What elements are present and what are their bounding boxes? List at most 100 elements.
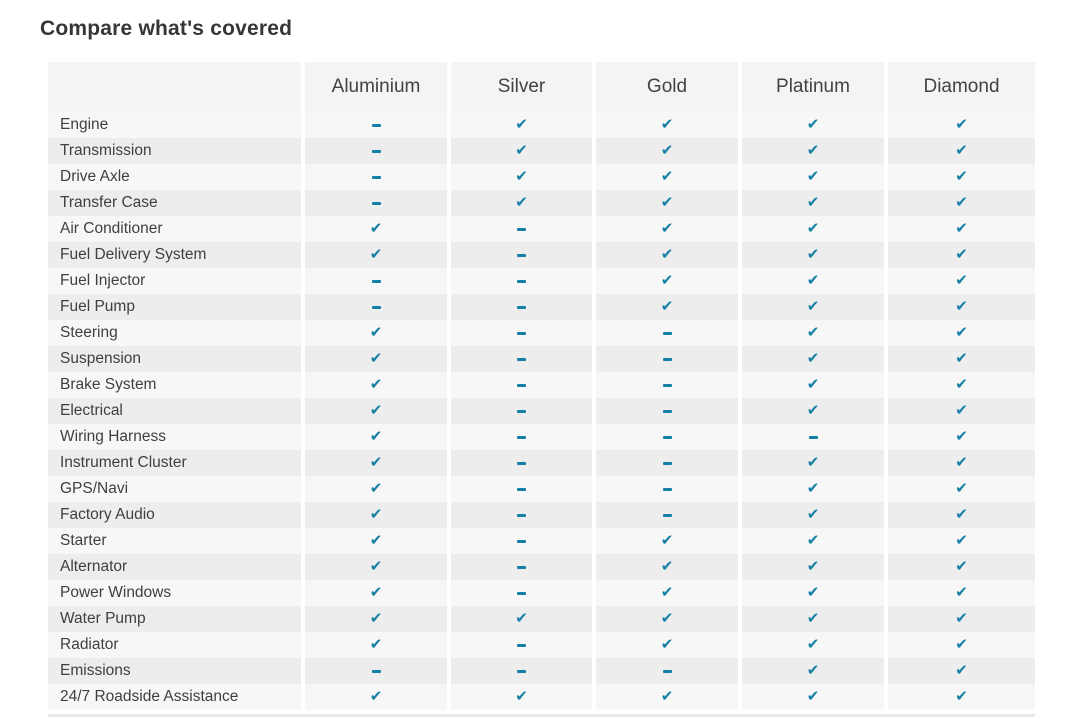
table-row: 24/7 Roadside Assistance ✔ ✔ ✔ ✔ ✔ [48,684,1035,710]
table-row: Suspension ✔ ✔ ✔ [48,346,1035,372]
row-label: Power Windows [48,580,301,606]
check-icon: ✔ [369,244,383,263]
coverage-cell: ✔ [888,190,1035,216]
table-row: Radiator ✔ ✔ ✔ ✔ [48,632,1035,658]
row-label: Fuel Injector [48,268,301,294]
table-bottom-scrollbar [48,714,1035,717]
check-icon: ✔ [955,374,968,393]
check-icon: ✔ [955,348,968,367]
coverage-cell: ✔ [451,190,592,216]
check-icon: ✔ [660,556,674,575]
check-icon: ✔ [369,348,383,367]
row-label: GPS/Navi [48,476,301,502]
check-icon: ✔ [660,608,674,627]
check-icon: ✔ [955,218,968,237]
check-icon: ✔ [515,114,528,133]
coverage-cell: ✔ [451,164,592,190]
check-icon: ✔ [955,582,968,601]
check-icon: ✔ [955,504,968,523]
check-icon: ✔ [660,296,674,315]
check-icon: ✔ [369,686,383,705]
coverage-cell: ✔ [888,632,1035,658]
coverage-cell: ✔ [596,294,738,320]
dash-icon [517,591,526,595]
check-icon: ✔ [806,530,820,549]
dash-icon [517,409,526,413]
check-icon: ✔ [369,556,383,575]
row-label: Emissions [48,658,301,684]
column-header-platinum: Platinum [742,62,884,112]
coverage-cell [596,450,738,476]
dash-icon [662,513,672,517]
check-icon: ✔ [806,582,820,601]
check-icon: ✔ [806,686,820,705]
check-icon: ✔ [806,114,820,133]
coverage-cell [596,658,738,684]
coverage-cell: ✔ [742,398,884,424]
coverage-comparison-table: Aluminium Silver Gold Platinum Diamond E… [48,62,1035,710]
coverage-cell: ✔ [305,242,447,268]
dash-icon [371,149,381,153]
row-label: Fuel Pump [48,294,301,320]
coverage-cell: ✔ [742,112,884,138]
row-label: Water Pump [48,606,301,632]
coverage-cell [596,476,738,502]
dash-icon [517,253,526,257]
check-icon: ✔ [806,244,820,263]
coverage-cell [451,242,592,268]
check-icon: ✔ [806,166,820,185]
table-row: Fuel Pump ✔ ✔ ✔ [48,294,1035,320]
coverage-cell: ✔ [596,580,738,606]
check-icon: ✔ [369,582,383,601]
coverage-cell [305,658,447,684]
check-icon: ✔ [369,452,383,471]
coverage-cell: ✔ [888,658,1035,684]
coverage-cell [451,632,592,658]
coverage-cell [596,502,738,528]
table-row: Transfer Case ✔ ✔ ✔ ✔ [48,190,1035,216]
check-icon: ✔ [515,140,528,159]
check-icon: ✔ [369,530,383,549]
check-icon: ✔ [369,634,383,653]
check-icon: ✔ [955,478,968,497]
coverage-cell: ✔ [596,190,738,216]
coverage-cell: ✔ [742,606,884,632]
coverage-cell [305,164,447,190]
coverage-cell: ✔ [888,528,1035,554]
column-header-diamond: Diamond [888,62,1035,112]
coverage-cell: ✔ [596,528,738,554]
coverage-cell [305,268,447,294]
coverage-cell: ✔ [451,606,592,632]
check-icon: ✔ [515,686,528,705]
row-label: Steering [48,320,301,346]
coverage-cell: ✔ [742,372,884,398]
coverage-cell [451,528,592,554]
column-header-gold: Gold [596,62,738,112]
check-icon: ✔ [955,426,968,445]
coverage-cell [451,372,592,398]
coverage-cell: ✔ [305,632,447,658]
table-row: Power Windows ✔ ✔ ✔ ✔ [48,580,1035,606]
coverage-cell [596,398,738,424]
coverage-cell: ✔ [596,268,738,294]
row-label: Instrument Cluster [48,450,301,476]
row-label: Transfer Case [48,190,301,216]
coverage-cell: ✔ [888,476,1035,502]
check-icon: ✔ [806,322,820,341]
coverage-cell: ✔ [888,164,1035,190]
coverage-cell: ✔ [596,242,738,268]
coverage-cell [451,346,592,372]
coverage-cell [451,554,592,580]
dash-icon [517,357,526,361]
check-icon: ✔ [955,530,968,549]
check-icon: ✔ [806,660,820,679]
table-header-row: Aluminium Silver Gold Platinum Diamond [48,62,1035,112]
coverage-cell [451,216,592,242]
coverage-cell: ✔ [305,476,447,502]
check-icon: ✔ [955,296,968,315]
coverage-cell: ✔ [888,554,1035,580]
coverage-cell: ✔ [305,450,447,476]
row-label: Air Conditioner [48,216,301,242]
dash-icon [517,305,526,309]
coverage-cell [451,502,592,528]
